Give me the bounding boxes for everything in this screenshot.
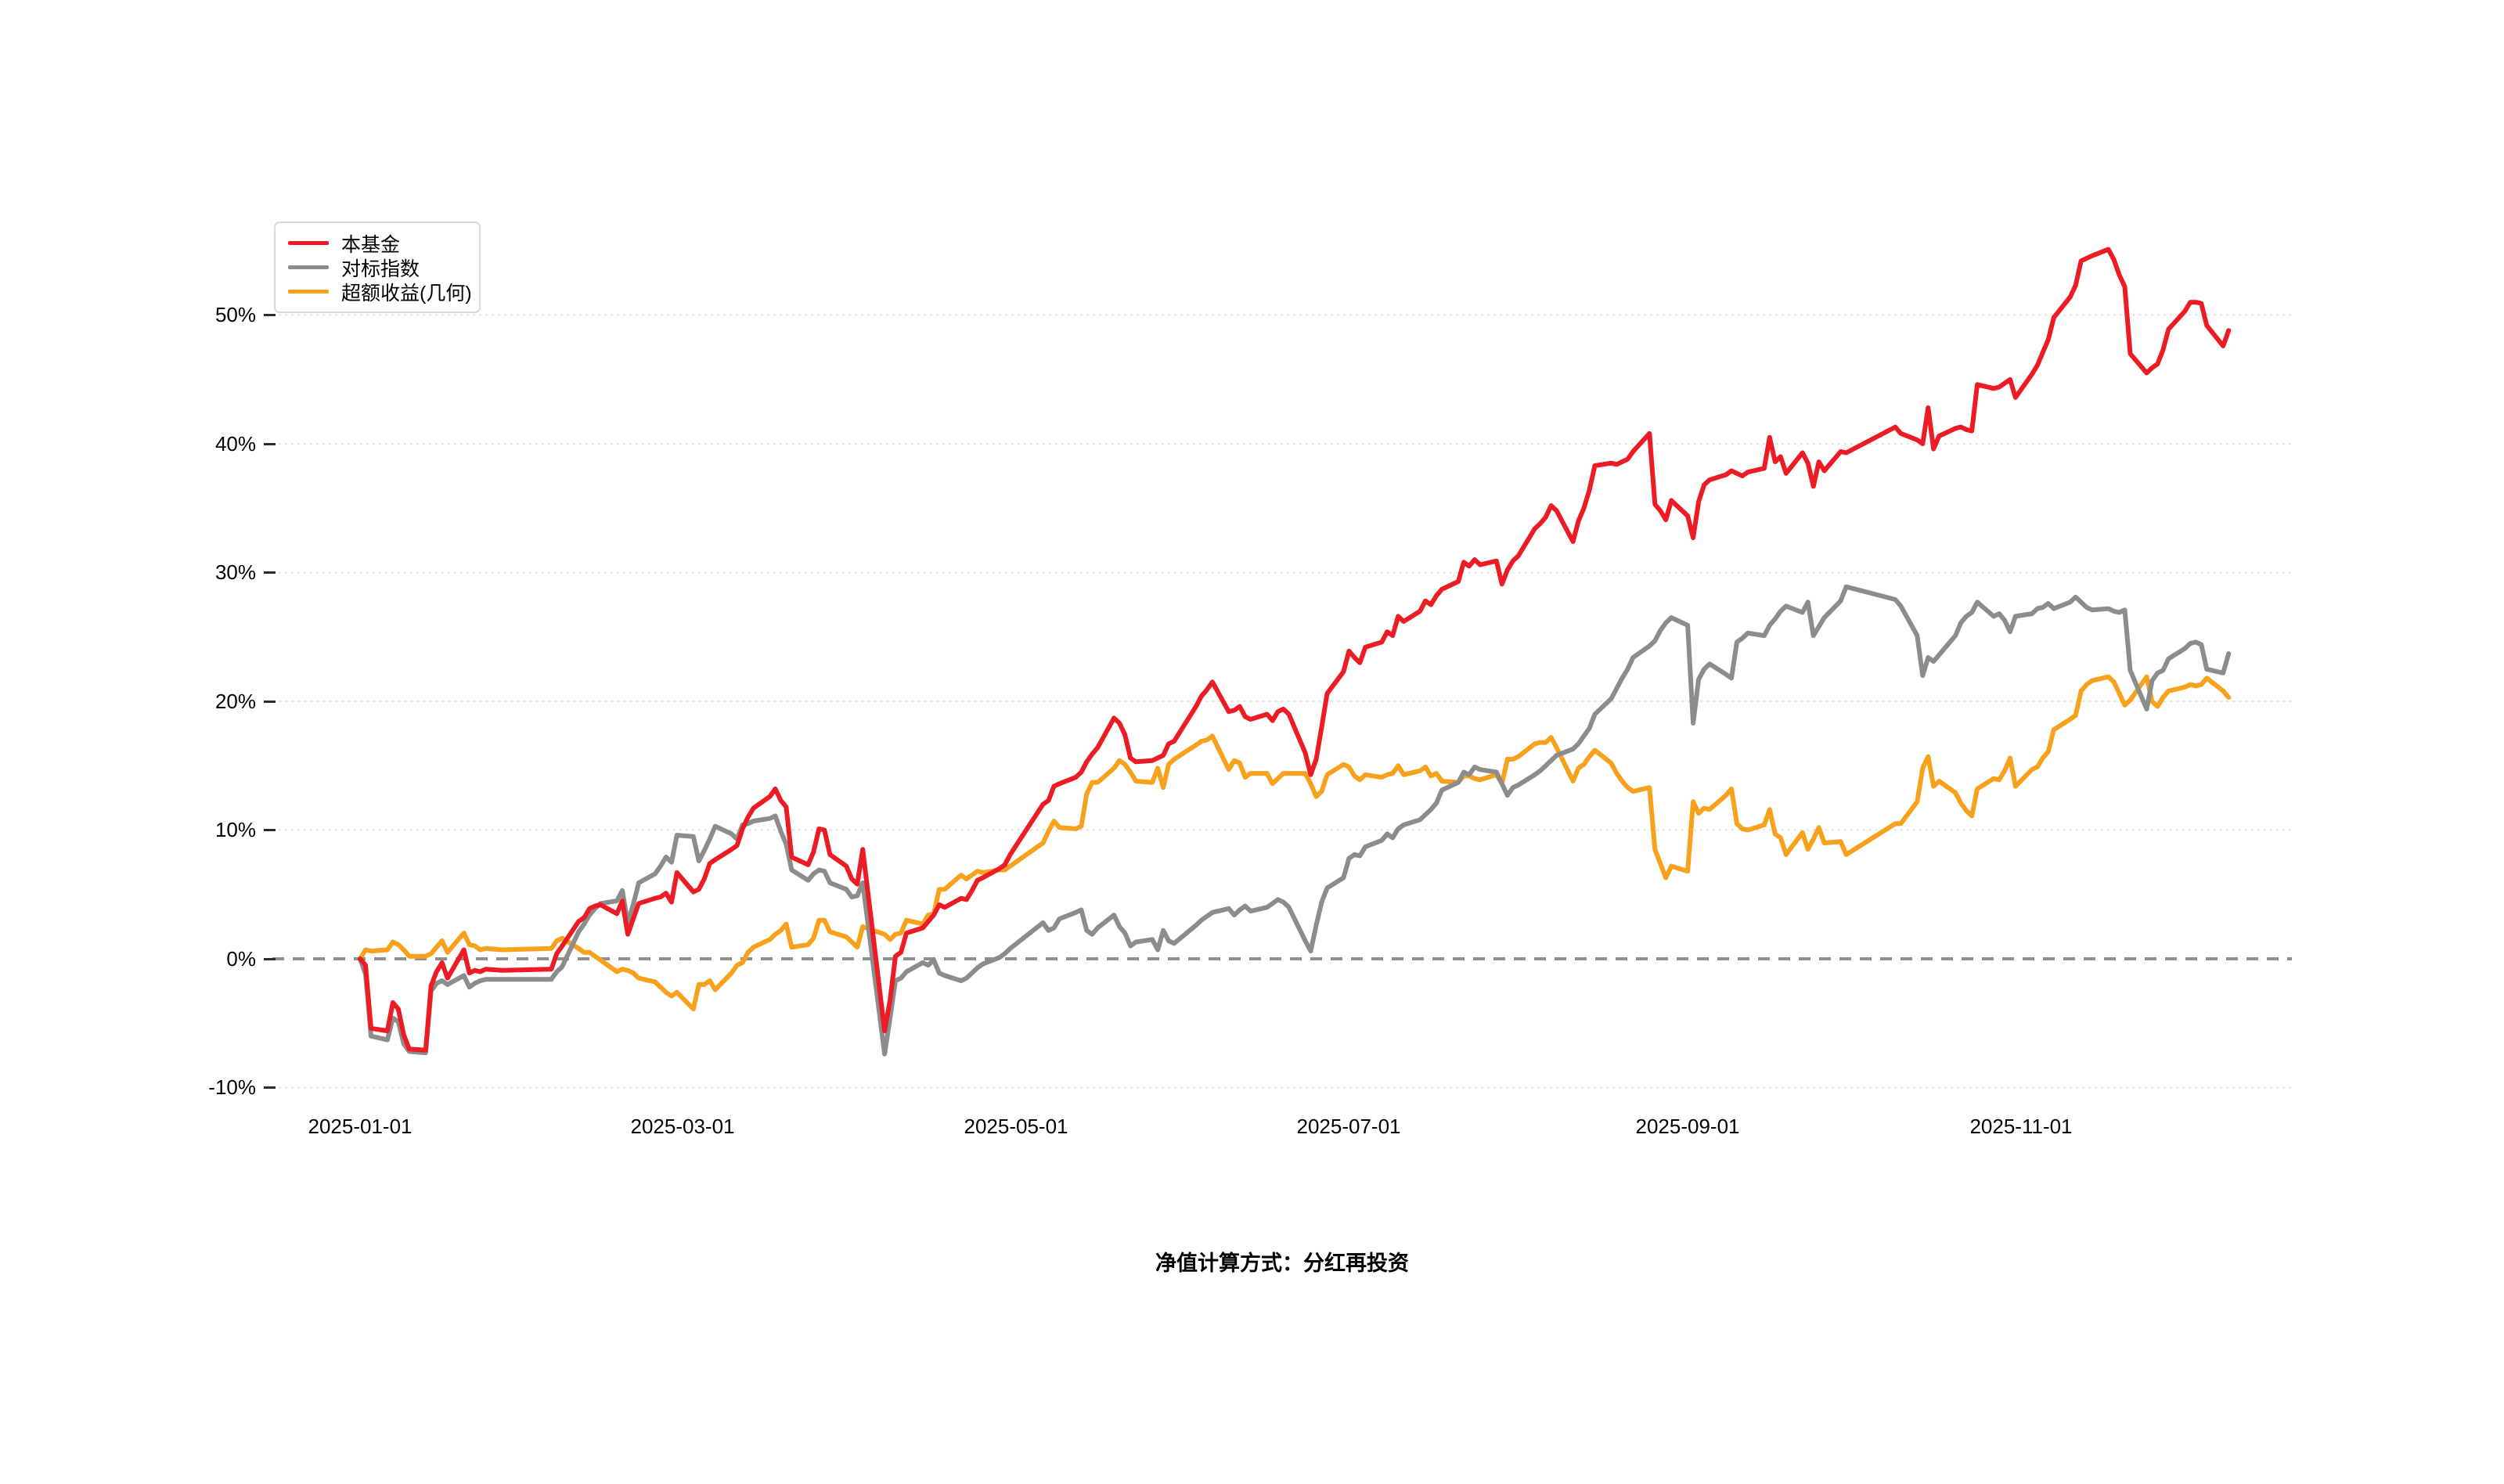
legend-item-benchmark[interactable]: 对标指数 <box>288 255 479 280</box>
y-tick-30: 30% <box>47 560 276 584</box>
y-tick-10: 10% <box>47 818 276 841</box>
excess-line-swatch <box>288 290 329 294</box>
legend-item-excess[interactable]: 超额收益(几何) <box>288 279 479 304</box>
y-tick-50: 50% <box>47 303 276 326</box>
x-tick-jan: 2025-01-01 <box>308 1115 413 1138</box>
legend-label-fund: 本基金 <box>341 233 401 256</box>
benchmark-line-swatch <box>288 265 329 269</box>
chart-legend: 本基金 对标指数 超额收益(几何) <box>274 222 481 313</box>
nav-calculation-note: 净值计算方式：分红再投资 <box>1155 1252 1409 1275</box>
x-tick-sep: 2025-09-01 <box>1635 1115 1740 1138</box>
benchmark-line[interactable] <box>358 584 2232 1057</box>
y-tick-neg10: -10% <box>47 1075 276 1099</box>
y-tick-mark <box>264 571 276 574</box>
excess-line[interactable] <box>358 674 2232 1012</box>
legend-label-excess: 超额收益(几何) <box>341 282 472 304</box>
y-tick-mark <box>264 313 276 316</box>
legend-item-fund[interactable]: 本基金 <box>288 231 479 256</box>
legend-label-benchmark: 对标指数 <box>341 258 420 280</box>
y-tick-0: 0% <box>47 947 276 971</box>
x-tick-nov: 2025-11-01 <box>1969 1115 2073 1138</box>
y-tick-mark <box>264 957 276 960</box>
x-tick-may: 2025-05-01 <box>964 1115 1068 1138</box>
y-tick-40: 40% <box>47 432 276 456</box>
fund-line-swatch <box>288 241 329 245</box>
x-tick-mar: 2025-03-01 <box>630 1115 735 1138</box>
x-tick-jul: 2025-07-01 <box>1296 1115 1401 1138</box>
fund-line[interactable] <box>358 247 2232 1053</box>
y-tick-20: 20% <box>47 690 276 713</box>
y-tick-mark <box>264 828 276 831</box>
y-tick-mark <box>264 1086 276 1089</box>
y-tick-mark <box>264 442 276 445</box>
y-tick-mark <box>264 700 276 703</box>
